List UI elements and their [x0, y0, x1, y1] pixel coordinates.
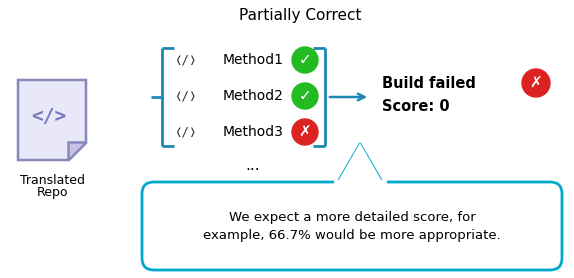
- Circle shape: [292, 83, 318, 109]
- Text: ✓: ✓: [298, 88, 311, 103]
- Text: Translated: Translated: [20, 174, 84, 187]
- Circle shape: [522, 69, 550, 97]
- FancyBboxPatch shape: [142, 182, 562, 270]
- Circle shape: [292, 119, 318, 145]
- Text: ✗: ✗: [298, 125, 311, 140]
- Text: Build failed: Build failed: [382, 76, 476, 91]
- Text: We expect a more detailed score, for: We expect a more detailed score, for: [228, 212, 475, 225]
- Text: ✗: ✗: [530, 76, 542, 91]
- Text: ❬/❭: ❬/❭: [174, 125, 196, 138]
- Text: Method1: Method1: [223, 53, 284, 67]
- Polygon shape: [18, 80, 86, 160]
- Polygon shape: [337, 143, 383, 183]
- Circle shape: [292, 47, 318, 73]
- Text: ❬/❭: ❬/❭: [174, 90, 196, 103]
- Text: Partially Correct: Partially Correct: [239, 8, 361, 23]
- Text: Method2: Method2: [223, 89, 284, 103]
- Text: Score: 0: Score: 0: [382, 98, 449, 113]
- Text: example, 66.7% would be more appropriate.: example, 66.7% would be more appropriate…: [203, 230, 501, 242]
- Text: ...: ...: [246, 158, 261, 173]
- Text: Method3: Method3: [223, 125, 284, 139]
- Text: ✓: ✓: [298, 53, 311, 68]
- Text: </>: </>: [32, 106, 67, 125]
- Text: ❬/❭: ❬/❭: [174, 53, 196, 66]
- Text: Repo: Repo: [36, 186, 68, 199]
- Polygon shape: [68, 142, 86, 160]
